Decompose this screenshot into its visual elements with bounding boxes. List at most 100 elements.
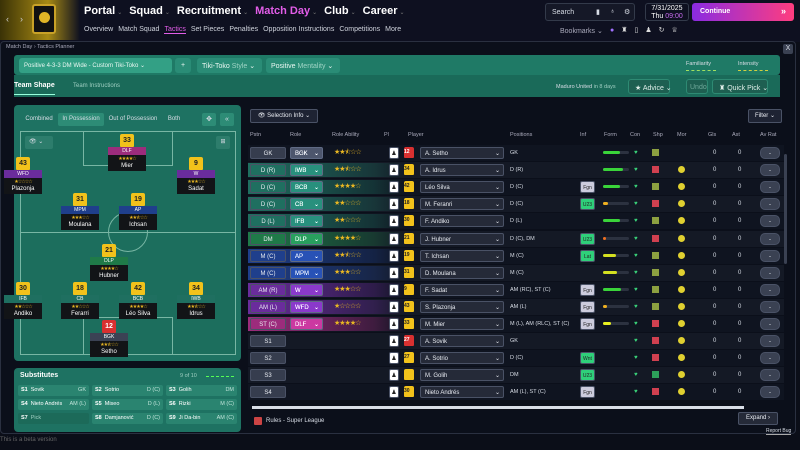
table-row[interactable]: D (L) IFB ⌄ ★★☆☆☆ ♟ 30 F. Andiko ⌄ D (L) ♥ 0 0 - [248, 213, 784, 230]
expand-button[interactable]: Expand › [738, 412, 778, 425]
selection-info-dropdown[interactable]: 👁 Selection Info ⌄ [250, 109, 318, 123]
table-row[interactable]: GK BGK ⌄ ★★⯪☆☆ ♟ 12 A. Setho ⌄ GK ♥ 0 0 - [248, 145, 784, 161]
subnav-overview[interactable]: Overview [84, 26, 114, 33]
substitute-slot[interactable]: S4 Nieto Andrés AM (L) [18, 399, 89, 410]
refresh-icon[interactable]: ↻ [658, 27, 672, 34]
position-slot[interactable]: DM [250, 232, 286, 245]
player-select[interactable]: F. Andiko ⌄ [420, 215, 504, 228]
column-header-positions[interactable]: Positions [510, 132, 533, 138]
position-slot[interactable]: S2 [250, 352, 286, 365]
table-row[interactable]: S4 ♟ 30 Nieto Andrés ⌄ AM (L), ST (C) Fgn ♥ 0 0 - [248, 384, 784, 401]
position-slot[interactable]: M (C) [250, 266, 286, 279]
table-row[interactable]: S1 ♟ 27 A. Sovik ⌄ GK ♥ 0 0 - [248, 333, 784, 350]
player-select[interactable]: J. Hubner ⌄ [420, 232, 504, 245]
table-row[interactable]: ST (C) DLF ⌄ ★★★★☆ ♟ 33 M. Mier ⌄ M (L), AM (RLC… [248, 316, 784, 332]
player-select[interactable]: A. Idrus ⌄ [420, 164, 504, 177]
tab-team-shape[interactable]: Team Shape [14, 82, 55, 95]
player-select[interactable]: T. Ichsan ⌄ [420, 249, 504, 262]
player-info-icon[interactable]: ♟ [389, 232, 399, 245]
player-select[interactable]: Nieto Andrés ⌄ [420, 386, 504, 399]
table-row[interactable]: D (R) IWB ⌄ ★★⯪☆☆ ♟ 34 A. Idrus ⌄ D (R) ♥ 0 0 - [248, 162, 784, 179]
position-slot[interactable]: D (C) [250, 198, 286, 211]
role-select[interactable]: BGK ⌄ [290, 147, 323, 159]
style-select[interactable]: Tiki-Toko Style ⌄ [197, 58, 262, 73]
position-slot[interactable]: D (C) [250, 181, 286, 194]
role-select[interactable]: IFB ⌄ [290, 215, 323, 228]
position-slot[interactable]: AM (L) [250, 300, 286, 313]
subnav-competitions[interactable]: Competitions [339, 26, 381, 33]
pitch-player[interactable]: 18 CB ★★☆☆☆ Ferarri [61, 282, 99, 319]
column-header-role[interactable]: Role [290, 132, 302, 138]
column-header-ast[interactable]: Ast [732, 132, 740, 138]
position-slot[interactable]: GK [250, 147, 286, 159]
substitute-slot[interactable]: S1 Sovik GK [18, 385, 89, 396]
column-header-av-rat[interactable]: Av Rat [760, 132, 777, 138]
subnav-set-pieces[interactable]: Set Pieces [190, 26, 225, 33]
player-info-icon[interactable]: ♟ [389, 386, 399, 399]
column-header-pstn[interactable]: Pstn [250, 132, 262, 138]
close-icon[interactable]: X [783, 44, 793, 54]
column-header-role-ability[interactable]: Role Ability [332, 132, 360, 138]
pitch-player[interactable]: 30 IFB ★★☆☆☆ Andiko [4, 282, 42, 319]
trophy-icon[interactable]: ♕ [671, 27, 685, 34]
player-select[interactable]: D. Moulana ⌄ [420, 266, 504, 279]
position-slot[interactable]: D (R) [250, 164, 286, 177]
position-slot[interactable]: ST (C) [250, 318, 286, 330]
column-header-inf[interactable]: Inf [580, 132, 587, 138]
role-select[interactable]: CB ⌄ [290, 198, 323, 211]
phase-tab-in-possession[interactable]: In Possession [58, 113, 104, 126]
pitch-player[interactable]: 43 WFD ★☆☆☆☆ Plazonja [4, 157, 42, 194]
player-info-icon[interactable]: ♟ [389, 198, 399, 211]
column-header-player[interactable]: Player [408, 132, 424, 138]
table-row[interactable]: S2 ♟ 27 A. Sotrio ⌄ D (C) Wnt ♥ 0 0 - [248, 350, 784, 367]
player-select[interactable]: S. Plazonja ⌄ [420, 300, 504, 313]
back-icon[interactable]: ‹ [6, 14, 9, 24]
table-row[interactable]: M (C) AP ⌄ ★★⯪☆☆ ♟ 19 T. Ichsan ⌄ M (C) Lat ♥ 0 0 - [248, 247, 784, 264]
table-row[interactable]: AM (L) WFD ⌄ ★☆☆☆☆ ♟ 43 S. Plazonja ⌄ AM (L) Fgn ♥… [248, 298, 784, 315]
undo-button[interactable]: Undo [686, 79, 708, 94]
table-row[interactable]: DM DLP ⌄ ★★★★☆ ♟ 21 J. Hubner ⌄ D (C), DM U23 ♥ 0 0 - [248, 230, 784, 247]
gear-icon[interactable]: ⚙ [624, 9, 631, 16]
nav-recruitment[interactable]: Recruitment ⌄ [177, 5, 248, 17]
table-row[interactable]: M (C) MPM ⌄ ★★★☆☆ ♟ 31 D. Moulana ⌄ M (C) ♥ 0 0 - [248, 264, 784, 281]
table-row[interactable]: S3 ♟ M. Golih ⌄ DM U23 ♥ 0 0 - [248, 367, 784, 384]
advice-button[interactable]: ★ Advice ⌄ [628, 79, 672, 94]
hint-icon[interactable]: ♁ [610, 8, 616, 15]
pitch-player[interactable]: 21 DLP ★★★★☆ Hubner [90, 244, 128, 281]
move-icon[interactable]: ✥ [202, 113, 216, 126]
view-dropdown[interactable]: 👁 ⌄ [25, 136, 53, 149]
column-header-gls[interactable]: Gls [708, 132, 717, 138]
player-select[interactable]: M. Feranri ⌄ [420, 198, 504, 211]
pitch-player[interactable]: 19 AP ★★⯪☆☆ Ichsan [119, 193, 157, 230]
nav-portal[interactable]: Portal ⌄ [84, 5, 122, 17]
shirt-icon[interactable]: ♜ [621, 27, 635, 34]
player-info-icon[interactable]: ♟ [389, 369, 399, 382]
staff-icon[interactable]: ♟ [645, 27, 659, 34]
substitute-slot[interactable]: S2 Sotrio D (C) [92, 385, 163, 396]
substitute-slot[interactable]: S9 Ji Da-bin AM (C) [166, 413, 237, 424]
role-select[interactable]: DLF ⌄ [290, 318, 323, 330]
notification-icon[interactable]: ● [610, 27, 622, 34]
layout-icon[interactable]: ⊞ [216, 136, 230, 149]
subnav-more[interactable]: More [385, 26, 402, 33]
substitute-slot[interactable]: S8 Damjanović D (C) [92, 413, 163, 424]
player-select[interactable]: Léo Silva ⌄ [420, 181, 504, 194]
nav-match-day[interactable]: Match Day ⌄ [255, 5, 317, 17]
subnav-tactics[interactable]: Tactics [164, 26, 186, 34]
player-info-icon[interactable]: ♟ [389, 249, 399, 262]
player-info-icon[interactable]: ♟ [389, 164, 399, 177]
substitute-slot[interactable]: S7 Pick [18, 413, 89, 424]
position-slot[interactable]: M (C) [250, 249, 286, 262]
mentality-select[interactable]: Positive Mentality ⌄ [266, 58, 340, 73]
subnav-penalties[interactable]: Penalties [229, 26, 259, 33]
player-info-icon[interactable]: ♟ [389, 181, 399, 194]
pitch-player[interactable]: 9 W ★★★☆☆ Sadat [177, 157, 215, 194]
breadcrumb-match-day[interactable]: Match Day [6, 44, 33, 50]
position-slot[interactable]: S3 [250, 369, 286, 382]
phase-tab-out-of-possession[interactable]: Out of Possession [108, 116, 158, 122]
clipboard-icon[interactable]: ▯ [634, 27, 646, 34]
position-slot[interactable]: D (L) [250, 215, 286, 228]
phase-tab-combined[interactable]: Combined [25, 116, 53, 122]
player-select[interactable]: A. Sovik ⌄ [420, 335, 504, 348]
player-info-icon[interactable]: ♟ [389, 147, 399, 159]
